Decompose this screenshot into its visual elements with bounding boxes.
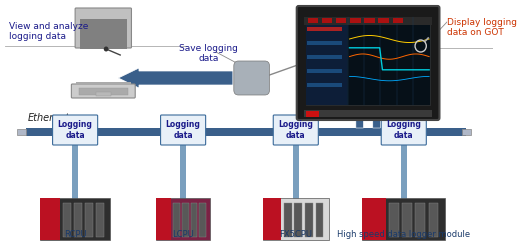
FancyBboxPatch shape <box>71 84 135 98</box>
Bar <box>40 198 110 240</box>
Bar <box>402 203 412 237</box>
FancyBboxPatch shape <box>75 8 131 48</box>
Bar <box>156 198 211 240</box>
Bar <box>307 27 342 30</box>
Text: Save logging
data: Save logging data <box>179 44 238 63</box>
Bar <box>379 18 388 23</box>
Text: Ethernet: Ethernet <box>28 113 70 123</box>
Bar <box>306 111 319 117</box>
Bar <box>182 203 188 237</box>
Bar <box>293 128 299 220</box>
Bar <box>85 203 93 237</box>
Text: Logging
data: Logging data <box>166 120 201 140</box>
FancyArrow shape <box>118 68 233 88</box>
Bar <box>307 41 342 45</box>
FancyBboxPatch shape <box>297 6 439 120</box>
FancyBboxPatch shape <box>234 61 269 95</box>
Bar <box>96 92 111 96</box>
Bar <box>284 203 292 237</box>
Bar <box>373 118 380 128</box>
Bar <box>362 198 445 240</box>
Bar <box>364 18 375 23</box>
Bar <box>191 203 197 237</box>
Bar <box>79 88 128 95</box>
Bar <box>156 198 171 240</box>
FancyBboxPatch shape <box>381 115 426 145</box>
Text: Logging
data: Logging data <box>58 120 92 140</box>
Bar <box>263 198 281 240</box>
Bar <box>336 18 346 23</box>
Bar <box>76 82 131 85</box>
Bar <box>295 203 302 237</box>
Text: Logging
data: Logging data <box>386 120 421 140</box>
Text: High speed data logger module: High speed data logger module <box>337 230 470 239</box>
Text: FX5CPU: FX5CPU <box>279 230 312 239</box>
Bar <box>304 17 432 25</box>
Bar <box>72 128 78 220</box>
Bar <box>180 128 186 220</box>
Circle shape <box>104 46 109 52</box>
FancyArrow shape <box>371 111 383 128</box>
Bar <box>356 118 363 128</box>
Bar <box>307 69 342 73</box>
Bar <box>62 203 71 237</box>
FancyBboxPatch shape <box>161 115 206 145</box>
Bar <box>393 18 403 23</box>
Bar <box>401 128 406 220</box>
Text: RCPU: RCPU <box>64 230 87 239</box>
Bar <box>307 55 342 59</box>
Text: View and analyze
logging data: View and analyze logging data <box>9 22 89 41</box>
Bar <box>304 110 432 117</box>
Bar <box>350 18 361 23</box>
FancyArrow shape <box>353 111 366 128</box>
Bar <box>26 128 466 136</box>
Bar <box>362 198 385 240</box>
Bar <box>263 198 329 240</box>
Bar <box>307 83 342 87</box>
Bar <box>462 129 471 135</box>
Bar <box>428 203 438 237</box>
Bar <box>173 203 180 237</box>
Bar <box>96 203 104 237</box>
Text: Logging
data: Logging data <box>278 120 313 140</box>
Bar <box>80 19 127 49</box>
Bar <box>17 129 26 135</box>
Bar <box>74 203 82 237</box>
Bar <box>389 203 399 237</box>
Bar <box>306 17 430 105</box>
Bar <box>306 17 347 105</box>
Bar <box>308 18 318 23</box>
FancyBboxPatch shape <box>273 115 318 145</box>
Bar <box>40 198 60 240</box>
FancyBboxPatch shape <box>52 115 98 145</box>
Bar <box>415 203 425 237</box>
Bar <box>305 203 313 237</box>
Bar <box>348 17 430 105</box>
Bar <box>316 203 323 237</box>
Text: LCPU: LCPU <box>172 230 194 239</box>
Bar <box>200 203 206 237</box>
Bar <box>322 18 332 23</box>
Text: Display logging
data on GOT: Display logging data on GOT <box>447 18 517 38</box>
